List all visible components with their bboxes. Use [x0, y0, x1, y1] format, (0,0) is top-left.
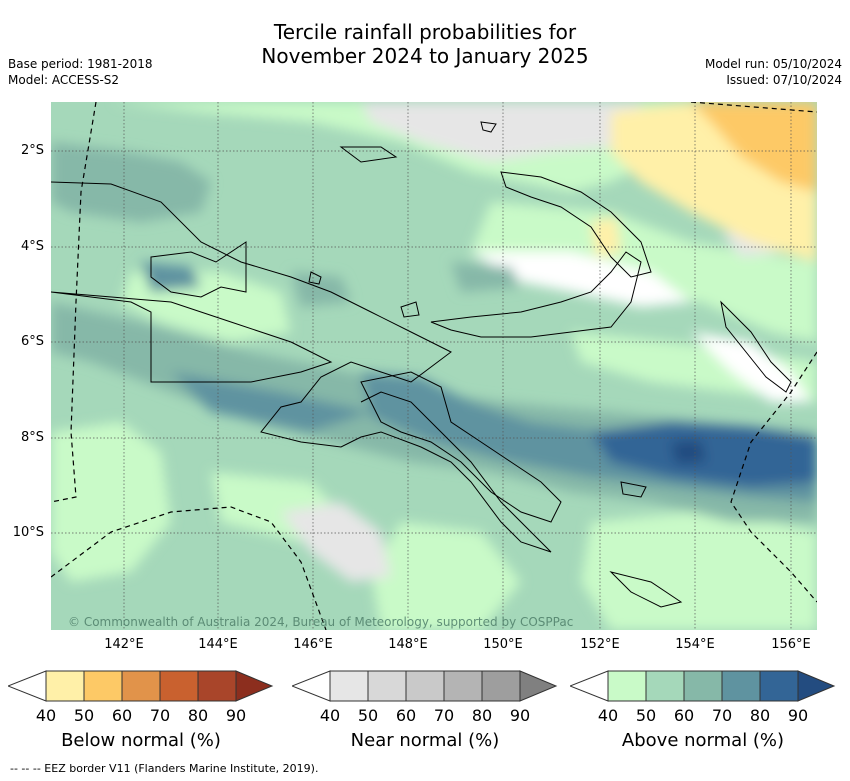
below-swatch-4 — [197, 670, 237, 702]
graticule — [51, 102, 817, 630]
below-normal-colorbar — [8, 670, 274, 702]
below-tick-80: 80 — [187, 706, 209, 725]
lat-label-8s: 8°S — [20, 430, 44, 445]
credit-text: © Commonwealth of Australia 2024, Bureau… — [68, 615, 573, 629]
near-swatch-4 — [481, 670, 521, 702]
near-normal-colorbar — [292, 670, 558, 702]
eez-footnote: -- -- -- EEZ border V11 (Flanders Marine… — [10, 762, 319, 775]
above-swatch-under — [570, 670, 609, 702]
below-tick-90: 90 — [225, 706, 247, 725]
title-line-2: November 2024 to January 2025 — [261, 44, 589, 68]
above-swatch-1 — [645, 670, 685, 702]
below-swatch-2 — [121, 670, 161, 702]
base-period: Base period: 1981-2018 — [8, 57, 153, 71]
near-tick-60: 60 — [395, 706, 417, 725]
near-swatch-2 — [405, 670, 445, 702]
meta-left: Base period: 1981-2018 Model: ACCESS-S2 — [8, 56, 153, 88]
lon-label-146e: 146°E — [293, 637, 333, 652]
lat-label-10s: 10°S — [12, 525, 44, 540]
map-title: Tercile rainfall probabilities for Novem… — [0, 20, 850, 68]
above-swatch-3 — [721, 670, 761, 702]
lon-label-148e: 148°E — [388, 637, 428, 652]
near-swatch-over — [519, 670, 558, 702]
above-swatch-0 — [607, 670, 647, 702]
above-normal-title: Above normal (%) — [621, 730, 785, 751]
below-swatch-3 — [159, 670, 199, 702]
near-tick-90: 90 — [509, 706, 531, 725]
model-run: Model run: 05/10/2024 — [704, 57, 842, 71]
near-swatch-under — [292, 670, 331, 702]
meta-right: Model run: 05/10/2024 Issued: 07/10/2024 — [705, 56, 842, 88]
below-swatch-1 — [83, 670, 123, 702]
lon-label-142e: 142°E — [104, 637, 144, 652]
below-swatch-0 — [45, 670, 85, 702]
title-line-1: Tercile rainfall probabilities for — [273, 20, 577, 44]
coastlines — [51, 121, 792, 608]
lon-label-144e: 144°E — [198, 637, 238, 652]
below-tick-50: 50 — [73, 706, 95, 725]
lon-label-156e: 156°E — [771, 637, 811, 652]
above-tick-50: 50 — [635, 706, 657, 725]
above-swatch-over — [797, 670, 836, 702]
issued-date: Issued: 07/10/2024 — [726, 73, 842, 87]
lon-label-154e: 154°E — [675, 637, 715, 652]
near-tick-40: 40 — [319, 706, 341, 725]
probability-map: © Commonwealth of Australia 2024, Bureau… — [51, 102, 817, 630]
below-normal-title: Below normal (%) — [61, 730, 221, 751]
below-swatch-over — [235, 670, 274, 702]
near-swatch-0 — [329, 670, 369, 702]
above-tick-40: 40 — [597, 706, 619, 725]
near-swatch-1 — [367, 670, 407, 702]
below-tick-60: 60 — [111, 706, 133, 725]
above-tick-90: 90 — [787, 706, 809, 725]
near-swatch-3 — [443, 670, 483, 702]
lat-label-2s: 2°S — [20, 143, 44, 158]
above-tick-70: 70 — [711, 706, 733, 725]
above-tick-80: 80 — [749, 706, 771, 725]
lon-label-150e: 150°E — [483, 637, 523, 652]
lat-label-4s: 4°S — [20, 239, 44, 254]
near-tick-70: 70 — [433, 706, 455, 725]
near-tick-50: 50 — [357, 706, 379, 725]
above-swatch-4 — [759, 670, 799, 702]
above-tick-60: 60 — [673, 706, 695, 725]
below-tick-70: 70 — [149, 706, 171, 725]
below-tick-40: 40 — [35, 706, 57, 725]
near-normal-title: Near normal (%) — [350, 730, 500, 751]
eez-border — [51, 102, 817, 630]
probability-fields — [51, 102, 817, 630]
lat-label-6s: 6°S — [20, 334, 44, 349]
lon-label-152e: 152°E — [580, 637, 620, 652]
below-swatch-under — [8, 670, 47, 702]
above-normal-colorbar — [570, 670, 836, 702]
near-tick-80: 80 — [471, 706, 493, 725]
model-name: Model: ACCESS-S2 — [8, 73, 120, 87]
above-swatch-2 — [683, 670, 723, 702]
